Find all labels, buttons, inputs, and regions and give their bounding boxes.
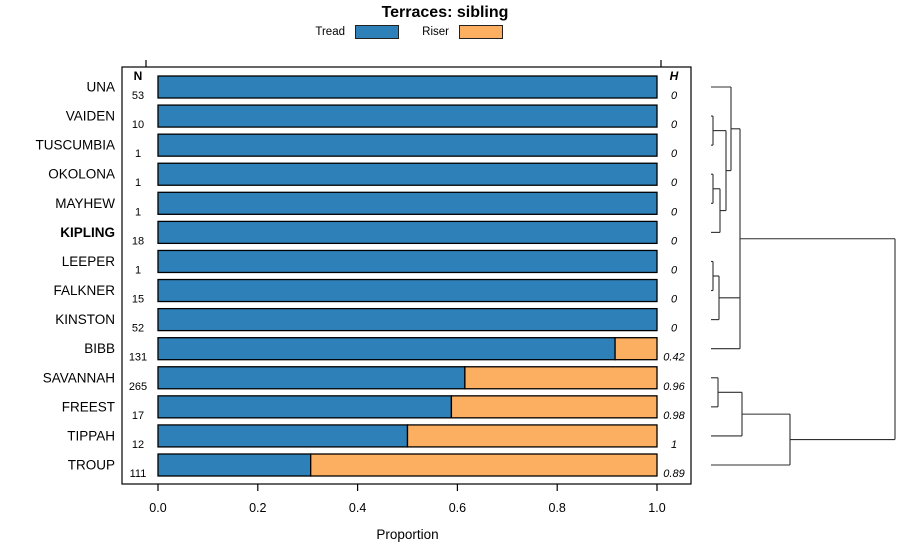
bar-tread-BIBB [157, 337, 616, 361]
bar-riser-TIPPAH [406, 424, 658, 448]
n-value-BIBB: 131 [129, 352, 147, 364]
h-column-header: H [670, 69, 679, 83]
row-label-OKOLONA: OKOLONA [48, 167, 115, 182]
legend-swatch-tread [355, 25, 399, 39]
n-value-FREEST: 17 [132, 410, 144, 422]
bar-tread-TROUP [157, 453, 312, 477]
row-label-KINSTON: KINSTON [55, 312, 115, 327]
h-value-TROUP: 0.89 [663, 468, 684, 480]
h-value-LEEPER: 0 [671, 264, 678, 276]
x-tick-label-0.4: 0.4 [349, 501, 366, 515]
n-value-MAYHEW: 1 [135, 206, 141, 218]
h-value-OKOLONA: 0 [671, 177, 678, 189]
row-label-FREEST: FREEST [62, 399, 115, 414]
legend: Tread Riser [305, 24, 503, 40]
bar-riser-TROUP [310, 453, 658, 477]
legend-label-tread: Tread [315, 26, 345, 38]
n-value-TIPPAH: 12 [132, 439, 144, 451]
h-value-FALKNER: 0 [671, 294, 678, 306]
h-value-KIPLING: 0 [671, 235, 678, 247]
bar-tread-UNA [157, 75, 658, 99]
row-label-TROUP: TROUP [68, 458, 115, 473]
h-value-BIBB: 0.42 [663, 352, 684, 364]
n-value-OKOLONA: 1 [135, 177, 141, 189]
h-value-SAVANNAH: 0.96 [663, 381, 685, 393]
x-tick-label-0.2: 0.2 [249, 501, 266, 515]
h-value-TUSCUMBIA: 0 [671, 148, 678, 160]
row-label-VAIDEN: VAIDEN [66, 109, 115, 124]
bar-tread-FREEST [157, 395, 453, 419]
x-axis-label: Proportion [376, 527, 438, 542]
bar-tread-LEEPER [157, 249, 658, 274]
bar-tread-KIPLING [157, 220, 658, 245]
bar-riser-BIBB [614, 337, 658, 361]
h-value-FREEST: 0.98 [663, 410, 685, 422]
bar-riser-SAVANNAH [464, 366, 658, 390]
n-value-LEEPER: 1 [135, 264, 141, 276]
bar-tread-TIPPAH [157, 424, 409, 448]
x-tick-label-0.8: 0.8 [549, 501, 566, 515]
n-value-TROUP: 111 [130, 468, 147, 480]
bar-riser-FREEST [450, 395, 658, 419]
row-label-BIBB: BIBB [84, 341, 115, 356]
row-label-LEEPER: LEEPER [62, 254, 116, 269]
h-value-KINSTON: 0 [671, 323, 678, 335]
x-tick-label-0.6: 0.6 [449, 501, 466, 515]
row-label-SAVANNAH: SAVANNAH [43, 370, 115, 385]
n-value-UNA: 53 [132, 90, 144, 102]
row-label-FALKNER: FALKNER [53, 283, 115, 298]
n-value-TUSCUMBIA: 1 [135, 148, 141, 160]
n-value-VAIDEN: 10 [132, 119, 144, 131]
row-label-UNA: UNA [86, 80, 115, 95]
x-tick-label-0.0: 0.0 [149, 501, 166, 515]
row-label-MAYHEW: MAYHEW [55, 196, 115, 211]
x-tick-label-1.0: 1.0 [648, 501, 665, 515]
h-value-TIPPAH: 1 [671, 439, 677, 451]
row-label-KIPLING: KIPLING [60, 225, 115, 240]
bar-tread-FALKNER [157, 278, 658, 303]
n-value-SAVANNAH: 265 [129, 381, 147, 393]
bar-tread-OKOLONA [157, 162, 658, 186]
bar-tread-TUSCUMBIA [157, 133, 658, 157]
legend-swatch-riser [459, 25, 503, 39]
chart-title: Terraces: sibling [381, 4, 509, 21]
bar-tread-MAYHEW [157, 191, 658, 215]
n-value-KINSTON: 52 [132, 323, 144, 335]
n-column-header: N [134, 69, 143, 83]
bar-tread-KINSTON [157, 307, 658, 332]
n-value-KIPLING: 18 [132, 235, 144, 247]
h-value-UNA: 0 [671, 90, 678, 102]
row-label-TIPPAH: TIPPAH [67, 428, 115, 443]
h-value-MAYHEW: 0 [671, 206, 678, 218]
n-value-FALKNER: 15 [132, 294, 144, 306]
bar-tread-SAVANNAH [157, 366, 466, 390]
plot-box [121, 66, 692, 485]
h-value-VAIDEN: 0 [671, 119, 678, 131]
bar-tread-VAIDEN [157, 104, 658, 128]
legend-label-riser: Riser [422, 26, 449, 38]
row-label-TUSCUMBIA: TUSCUMBIA [35, 138, 115, 153]
